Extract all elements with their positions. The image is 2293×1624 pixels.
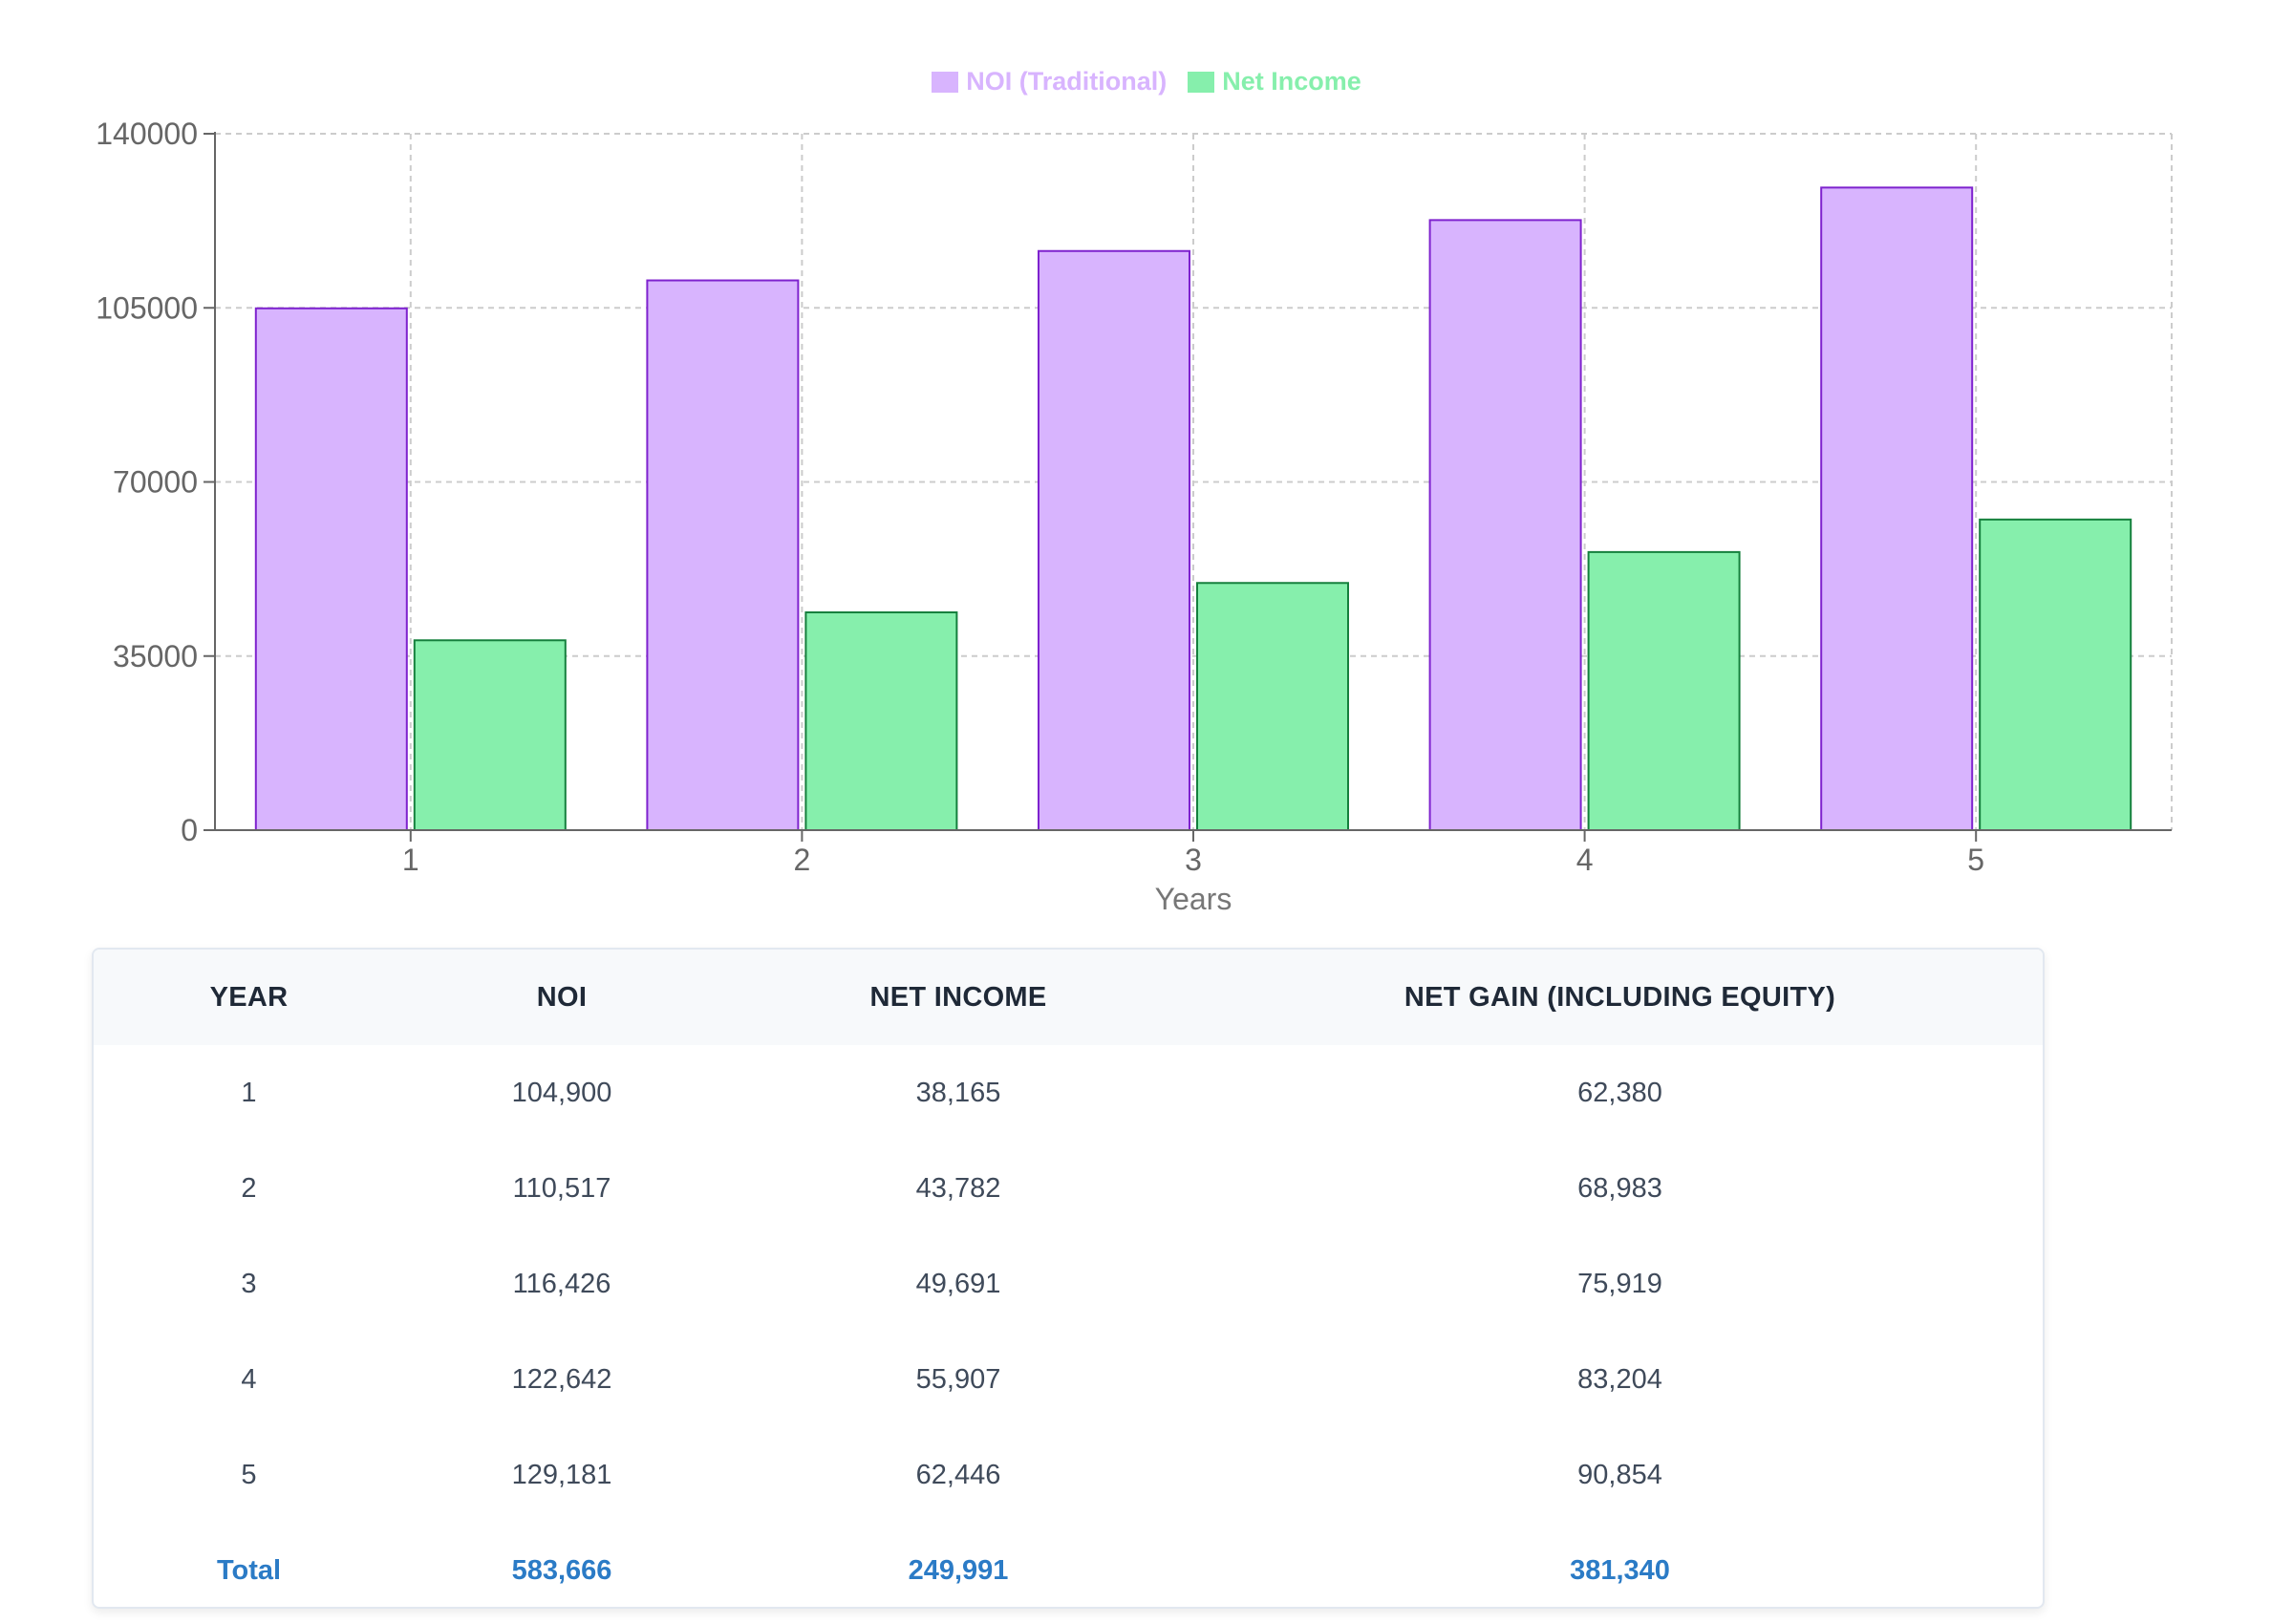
cell-year: 4 [241,1363,257,1395]
bar-noi [1038,249,1190,831]
bar-noi [1428,219,1582,832]
x-axis-label: Years [1155,882,1232,916]
header-year: YEAR [94,950,404,1045]
bar-net-income [1979,518,2132,832]
cell-noi: 129,181 [511,1459,612,1490]
table-row: 3 116,426 49,691 75,919 [94,1236,2043,1332]
total-noi: 583,666 [511,1554,612,1586]
y-tick-label: 35000 [113,639,198,673]
table-row: 1 104,900 38,165 62,380 [94,1045,2043,1141]
legend-swatch-net-income [1188,71,1215,93]
y-tick-label: 70000 [113,465,198,500]
chart-area: 0 35000 70000 105000 140000 1 2 3 4 5 Years NOI (T… [0,67,2293,916]
cell-year: 2 [241,1172,257,1204]
cell-noi: 116,426 [512,1268,611,1299]
x-tick-label: 2 [794,843,811,877]
bar-net-income [1587,550,1741,831]
y-tick-label: 105000 [96,290,198,325]
cell-net-income: 49,691 [915,1268,1001,1299]
y-tick-label: 0 [181,813,198,847]
summary-table: YEAR NOI NET INCOME NET GAIN (INCLUDING … [94,950,2043,1607]
y-tick-label: 140000 [96,117,198,151]
total-label: Total [216,1554,282,1586]
table-row: 4 122,642 55,907 83,204 [94,1332,2043,1427]
cell-net-income: 43,782 [915,1172,1001,1204]
x-tick-label: 1 [402,843,419,877]
x-tick-label: 5 [1967,843,1984,877]
cell-year: 1 [241,1077,257,1108]
bar-noi [646,279,800,831]
cell-net-gain: 75,919 [1577,1268,1662,1299]
x-tick-label: 4 [1576,843,1594,877]
legend-item-noi[interactable]: NOI (Traditional) [932,67,1167,96]
cell-year: 3 [241,1268,257,1299]
bar-net-income [1196,582,1349,832]
cell-net-income: 38,165 [915,1077,1001,1108]
cell-net-gain: 68,983 [1577,1172,1662,1204]
cell-noi: 104,900 [511,1077,612,1108]
summary-table-card: YEAR NOI NET INCOME NET GAIN (INCLUDING … [92,948,2045,1609]
header-net-gain: NET GAIN (INCLUDING EQUITY) [1197,950,2043,1045]
cell-net-income: 55,907 [915,1363,1001,1395]
total-net-gain: 381,340 [1570,1554,1670,1586]
header-net-income: NET INCOME [719,950,1197,1045]
cell-net-income: 62,446 [915,1459,1001,1490]
bar-net-income [804,611,958,831]
x-tick-label: 3 [1185,843,1202,877]
bar-noi [254,307,408,832]
total-net-income: 249,991 [908,1554,1009,1586]
table-row: 2 110,517 43,782 68,983 [94,1141,2043,1236]
bar-chart: 0 35000 70000 105000 140000 1 2 3 4 5 Years [96,117,2173,916]
legend-swatch-noi [932,71,959,93]
legend-label-net-income: Net Income [1222,67,1361,96]
cell-net-gain: 83,204 [1577,1363,1662,1395]
cell-noi: 110,517 [512,1172,611,1204]
bar-net-income [413,639,567,832]
cell-year: 5 [241,1459,257,1490]
bar-noi [1820,186,1974,832]
legend-label-noi: NOI (Traditional) [966,67,1168,96]
table-row: 5 129,181 62,446 90,854 [94,1427,2043,1523]
chart-legend: NOI (Traditional) Net Income [0,67,2293,96]
table-total-row: Total 583,666 249,991 381,340 [94,1523,2043,1607]
header-noi: NOI [404,950,719,1045]
legend-item-net-income[interactable]: Net Income [1188,67,1361,96]
cell-noi: 122,642 [511,1363,612,1395]
table-header-row: YEAR NOI NET INCOME NET GAIN (INCLUDING … [94,950,2043,1045]
cell-net-gain: 62,380 [1577,1077,1662,1108]
cell-net-gain: 90,854 [1577,1459,1662,1490]
